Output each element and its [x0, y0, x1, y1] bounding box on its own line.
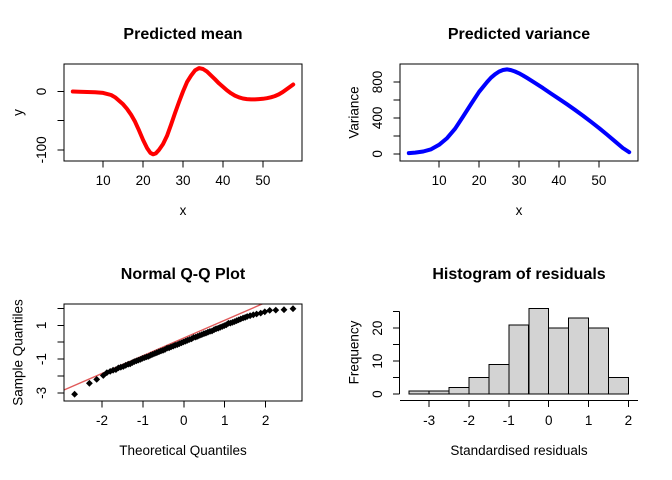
data-point — [272, 306, 280, 314]
histogram-bar — [528, 307, 550, 395]
panel-residual-histogram: -3 -2 -1 0 1 2 0 10 20 Histogram of residuals St… — [336, 240, 672, 480]
histogram-bar — [568, 317, 590, 395]
x-tick-label: 50 — [255, 173, 270, 188]
predicted-mean-plot: 10 20 30 40 50 0 -100 — [34, 63, 303, 188]
x-tick-label: 10 — [96, 173, 111, 188]
x-tick-label: 20 — [136, 173, 151, 188]
x-tick-label: 1 — [221, 413, 229, 428]
y-tick-label: 800 — [370, 71, 385, 94]
y-tick-label: 1 — [34, 322, 49, 330]
histogram-bar — [468, 377, 490, 395]
data-curve — [70, 66, 296, 157]
x-tick-label: -2 — [463, 413, 475, 428]
x-tick-label: 30 — [175, 173, 190, 188]
panel-predicted-variance: 10 20 30 40 50 800 400 0 Predicted variance x V… — [336, 0, 672, 240]
panel-predicted-mean: 10 20 30 40 50 0 -100 Predicted mean x y — [0, 0, 336, 240]
y-tick-label: -3 — [34, 387, 49, 399]
y-axis-label: Variance — [346, 86, 362, 139]
data-point — [222, 321, 230, 329]
chart-title: Predicted mean — [123, 26, 243, 43]
x-tick-label: 1 — [585, 413, 593, 428]
data-point — [266, 307, 274, 314]
data-point — [122, 361, 130, 369]
data-point — [246, 312, 254, 320]
plot-box — [63, 63, 303, 162]
chart-title: Histogram of residuals — [432, 266, 606, 283]
data-point — [71, 390, 78, 398]
data-point — [261, 308, 269, 316]
x-axis-label: Standardised residuals — [450, 443, 588, 458]
histogram-bar — [588, 327, 610, 395]
y-tick-label: 0 — [34, 88, 49, 96]
histogram-bar — [548, 327, 570, 395]
x-tick-label: -1 — [503, 413, 515, 428]
y-tick-label: 10 — [370, 354, 385, 369]
y-tick-label: 0 — [370, 390, 385, 398]
y-axis-label: Sample Quantiles — [10, 299, 26, 406]
histogram-bar — [428, 390, 450, 395]
x-tick-label: 40 — [551, 173, 566, 188]
x-tick-label: 0 — [180, 413, 188, 428]
data-point — [280, 306, 288, 314]
x-tick-label: 10 — [432, 173, 447, 188]
reference-line — [64, 304, 264, 391]
data-points — [71, 305, 297, 398]
x-tick-label: 40 — [215, 173, 230, 188]
data-curve — [406, 67, 632, 156]
x-axis-label: x — [179, 203, 187, 218]
chart-title: Predicted variance — [447, 26, 591, 43]
x-axis-label: Theoretical Quantiles — [119, 443, 247, 458]
y-tick-label: -100 — [34, 136, 49, 163]
histogram-bar — [408, 390, 430, 395]
data-point — [86, 379, 93, 387]
data-point — [93, 376, 101, 383]
chart-title: Normal Q-Q Plot — [120, 266, 246, 283]
y-axis-label: Frequency — [346, 320, 362, 385]
histogram-bar — [448, 387, 470, 395]
plot-box — [63, 303, 303, 402]
x-axis-label: x — [515, 203, 523, 218]
x-tick-label: 2 — [262, 413, 270, 428]
y-tick-label: 0 — [370, 150, 385, 158]
y-tick-label: 20 — [370, 321, 385, 336]
histogram-bar — [488, 363, 510, 395]
x-tick-label: -1 — [137, 413, 149, 428]
y-axis-label: y — [10, 109, 26, 116]
x-tick-label: 30 — [511, 173, 526, 188]
x-tick-label: 50 — [591, 173, 606, 188]
histogram-bar — [608, 377, 629, 395]
x-tick-label: -2 — [96, 413, 108, 428]
y-tick-label: 400 — [370, 107, 385, 130]
x-tick-label: 2 — [625, 413, 633, 428]
x-tick-label: -3 — [423, 413, 435, 428]
x-tick-label: 0 — [545, 413, 553, 428]
data-point — [106, 368, 114, 375]
x-tick-label: 20 — [472, 173, 487, 188]
panel-qq-plot: -2 -1 0 1 2 1 -1 -3 Normal Q-Q Plot Theoretical… — [0, 240, 336, 480]
data-point — [289, 305, 297, 313]
predicted-variance-plot: 10 20 30 40 50 800 400 0 — [370, 63, 639, 188]
histogram-bar — [508, 324, 530, 395]
y-tick-label: -1 — [34, 353, 49, 365]
qq-plot: -2 -1 0 1 2 1 -1 -3 — [34, 303, 303, 428]
